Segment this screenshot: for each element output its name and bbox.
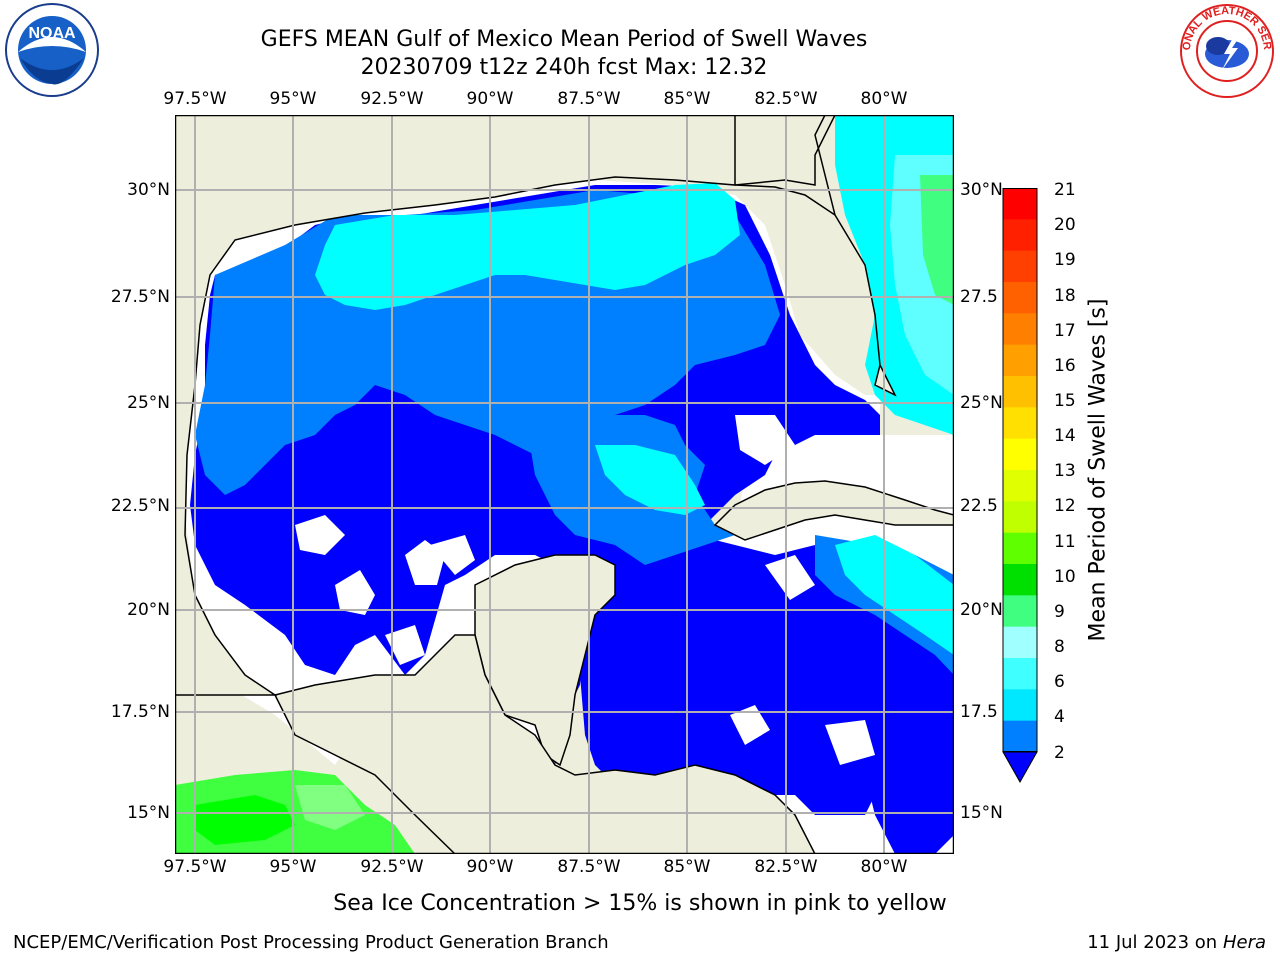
- lon-label-top: 87.5°W: [557, 89, 621, 109]
- lat-label-left: 17.5°N: [110, 702, 170, 722]
- colorbar-band: [1003, 658, 1037, 690]
- colorbar-tick: 18: [1054, 286, 1076, 306]
- colorbar-title: Mean Period of Swell Waves [s]: [1085, 298, 1111, 642]
- colorbar-extend-arrow: [1002, 751, 1038, 784]
- footer-right: 11 Jul 2023 on Hera: [1087, 932, 1266, 953]
- colorbar-tick: 10: [1054, 567, 1076, 587]
- colorbar-band: [1003, 376, 1037, 408]
- colorbar-tick: 16: [1054, 356, 1076, 376]
- footer-left: NCEP/EMC/Verification Post Processing Pr…: [13, 932, 609, 953]
- lat-label-left: 22.5°N: [110, 496, 170, 516]
- colorbar-frame: [1002, 188, 1038, 752]
- colorbar-band: [1003, 720, 1037, 753]
- colorbar-tick: 8: [1054, 637, 1065, 657]
- chart-title: GEFS MEAN Gulf of Mexico Mean Period of …: [260, 27, 868, 52]
- pacific-bright-green: [195, 795, 295, 845]
- lon-label-top: 85°W: [663, 89, 711, 109]
- lat-label-left: 27.5°N: [110, 287, 170, 307]
- colorbar-band: [1003, 501, 1037, 534]
- lon-label-top: 97.5°W: [163, 89, 227, 109]
- colorbar-tick: 15: [1054, 391, 1076, 411]
- colorbar-band: [1003, 595, 1037, 628]
- colorbar-band: [1003, 344, 1037, 377]
- lon-label-bottom: 95°W: [269, 857, 317, 877]
- colorbar-band: [1003, 470, 1037, 502]
- land-mexico-west: [175, 115, 736, 696]
- land-central-america: [273, 634, 816, 854]
- colorbar-tick: 2: [1054, 743, 1065, 763]
- graticule: [175, 115, 954, 854]
- colorbar-band: [1003, 407, 1037, 440]
- lon-label-bottom: 90°W: [466, 857, 514, 877]
- lon-label-bottom: 82.5°W: [754, 857, 818, 877]
- lat-label-left: 20°N: [127, 600, 170, 620]
- colorbar-band: [1003, 564, 1037, 596]
- lon-label-bottom: 97.5°W: [163, 857, 227, 877]
- colorbar-band: [1003, 689, 1037, 722]
- lon-label-bottom: 87.5°W: [557, 857, 621, 877]
- lat-label-right: 20°N: [960, 600, 1003, 620]
- colorbar-band: [1003, 282, 1037, 314]
- lon-label-bottom: 80°W: [860, 857, 908, 877]
- lat-label-right: 15°N: [960, 803, 1003, 823]
- lat-label-left: 30°N: [127, 180, 170, 200]
- lat-label-right: 25°N: [960, 393, 1003, 413]
- chart-subtitle: 20230709 t12z 240h fcst Max: 12.32: [360, 55, 768, 80]
- map-frame: [175, 115, 954, 854]
- colorbar-band: [1003, 188, 1037, 220]
- swell-band-cyan-4: [835, 535, 954, 655]
- map-panel: [175, 115, 954, 854]
- lon-label-top: 82.5°W: [754, 89, 818, 109]
- lat-label-right: 22.5: [960, 496, 998, 516]
- noaa-logo: NOAA: [4, 2, 100, 98]
- colorbar-tick: 14: [1054, 426, 1076, 446]
- footer-date: 11 Jul 2023 on: [1087, 932, 1223, 953]
- colorbar-band: [1003, 219, 1037, 252]
- lon-label-top: 92.5°W: [360, 89, 424, 109]
- lat-label-left: 25°N: [127, 393, 170, 413]
- colorbar-band: [1003, 438, 1037, 471]
- colorbar-tick: 4: [1054, 707, 1065, 727]
- lat-label-left: 15°N: [127, 803, 170, 823]
- swell-band-cyan-2: [595, 445, 705, 515]
- colorbar-tick: 19: [1054, 250, 1076, 270]
- colorbar-tick: 21: [1054, 180, 1076, 200]
- land-florida: [734, 115, 954, 397]
- colorbar-tick: 13: [1054, 461, 1076, 481]
- colorbar-tick: 20: [1054, 215, 1076, 235]
- lon-label-top: 95°W: [269, 89, 317, 109]
- lat-label-right: 30°N: [960, 180, 1003, 200]
- colorbar-tick: 12: [1054, 496, 1076, 516]
- nodata-holes: [295, 415, 875, 854]
- colorbar-tick: 9: [1054, 602, 1065, 622]
- pacific-pale-green: [295, 785, 365, 830]
- colorbar-band: [1003, 250, 1037, 283]
- colorbar: [1002, 188, 1038, 784]
- sea-ice-note: Sea Ice Concentration > 15% is shown in …: [333, 891, 947, 916]
- colorbar-tick: 6: [1054, 672, 1065, 692]
- lat-label-right: 27.5: [960, 287, 998, 307]
- lon-label-bottom: 85°W: [663, 857, 711, 877]
- footer-machine: Hera: [1222, 932, 1266, 953]
- swell-band-cyan: [315, 183, 740, 310]
- lon-label-top: 80°W: [860, 89, 908, 109]
- colorbar-tick: 17: [1054, 321, 1076, 341]
- colorbar-band: [1003, 626, 1037, 659]
- swell-band-green: [920, 175, 954, 305]
- nws-logo: NATIONAL WEATHER SERVICE: [1174, 0, 1276, 100]
- lon-label-bottom: 92.5°W: [360, 857, 424, 877]
- colorbar-band: [1003, 532, 1037, 565]
- colorbar-tick: 11: [1054, 532, 1076, 552]
- noaa-logo-text: NOAA: [28, 25, 76, 42]
- colorbar-band: [1003, 313, 1037, 346]
- land-cuba: [713, 480, 954, 541]
- lat-label-right: 17.5: [960, 702, 998, 722]
- lon-label-top: 90°W: [466, 89, 514, 109]
